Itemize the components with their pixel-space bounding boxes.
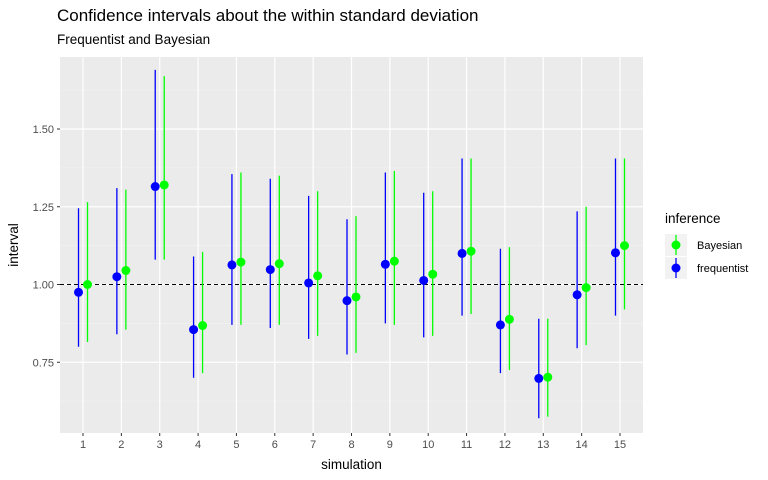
frequentist-point-4	[189, 325, 199, 335]
x-tick-label: 8	[348, 439, 354, 451]
y-tick-label: 1.00	[33, 280, 54, 292]
bayesian-point-11	[466, 246, 476, 256]
legend-key-point	[671, 263, 681, 273]
legend: inference Bayesian frequentist	[665, 211, 748, 279]
bayesian-point-14	[581, 283, 591, 293]
bayesian-point-3	[159, 180, 169, 190]
x-tick-label: 14	[576, 439, 588, 451]
frequentist-point-15	[610, 248, 620, 258]
bayesian-point-12	[504, 314, 514, 324]
legend-key-point	[671, 240, 681, 250]
legend-label-frequentist: frequentist	[697, 263, 748, 275]
x-tick-label: 11	[461, 439, 472, 451]
frequentist-point-6	[265, 265, 275, 275]
y-axis-title: interval	[6, 223, 21, 267]
frequentist-point-13	[534, 373, 544, 383]
bayesian-point-8	[351, 292, 361, 302]
x-tick-label: 4	[195, 439, 201, 451]
legend-title: inference	[665, 211, 721, 226]
bayesian-point-2	[121, 266, 131, 276]
x-tick-label: 3	[157, 439, 163, 451]
y-axis: 0.75 1.00 1.25 1.50	[33, 124, 60, 369]
bayesian-point-10	[428, 269, 438, 279]
major-gridlines	[60, 57, 643, 433]
bayesian-point-1	[83, 280, 93, 289]
x-tick-label: 2	[118, 439, 124, 451]
x-tick-label: 5	[233, 439, 239, 451]
chart-subtitle: Frequentist and Bayesian	[57, 32, 210, 47]
x-tick-label: 15	[614, 439, 626, 451]
bayesian-point-4	[198, 321, 208, 331]
frequentist-point-10	[419, 275, 429, 285]
chart-title: Confidence intervals about the within st…	[57, 6, 479, 25]
data-marks	[74, 69, 629, 419]
x-tick-label: 12	[499, 439, 511, 451]
frequentist-point-5	[227, 260, 237, 270]
y-tick-label: 0.75	[33, 357, 54, 369]
x-tick-label: 9	[387, 439, 393, 451]
frequentist-point-1	[74, 287, 84, 297]
frequentist-point-2	[112, 272, 122, 282]
bayesian-point-7	[313, 271, 323, 281]
x-tick-label: 13	[537, 439, 549, 451]
x-tick-label: 7	[310, 439, 316, 451]
y-tick-label: 1.25	[33, 202, 54, 214]
frequentist-point-3	[150, 182, 160, 192]
x-axis: 1 2 3 4 5 6 7 8 9 10 11 12 13 14 15	[80, 433, 626, 451]
x-tick-label: 6	[272, 439, 278, 451]
legend-label-bayesian: Bayesian	[697, 240, 742, 252]
frequentist-point-11	[457, 248, 467, 258]
frequentist-point-9	[380, 259, 390, 269]
bayesian-point-5	[236, 257, 246, 267]
x-axis-title: simulation	[321, 457, 382, 472]
frequentist-point-14	[572, 290, 582, 300]
bayesian-point-13	[543, 372, 553, 382]
frequentist-point-8	[342, 296, 352, 306]
frequentist-point-7	[304, 278, 314, 288]
y-tick-label: 1.50	[33, 124, 54, 136]
frequentist-point-12	[495, 320, 505, 330]
bayesian-point-9	[389, 256, 399, 266]
x-tick-label: 10	[422, 439, 434, 451]
bayesian-point-6	[274, 259, 284, 269]
x-tick-label: 1	[80, 439, 86, 451]
bayesian-point-15	[619, 241, 629, 251]
